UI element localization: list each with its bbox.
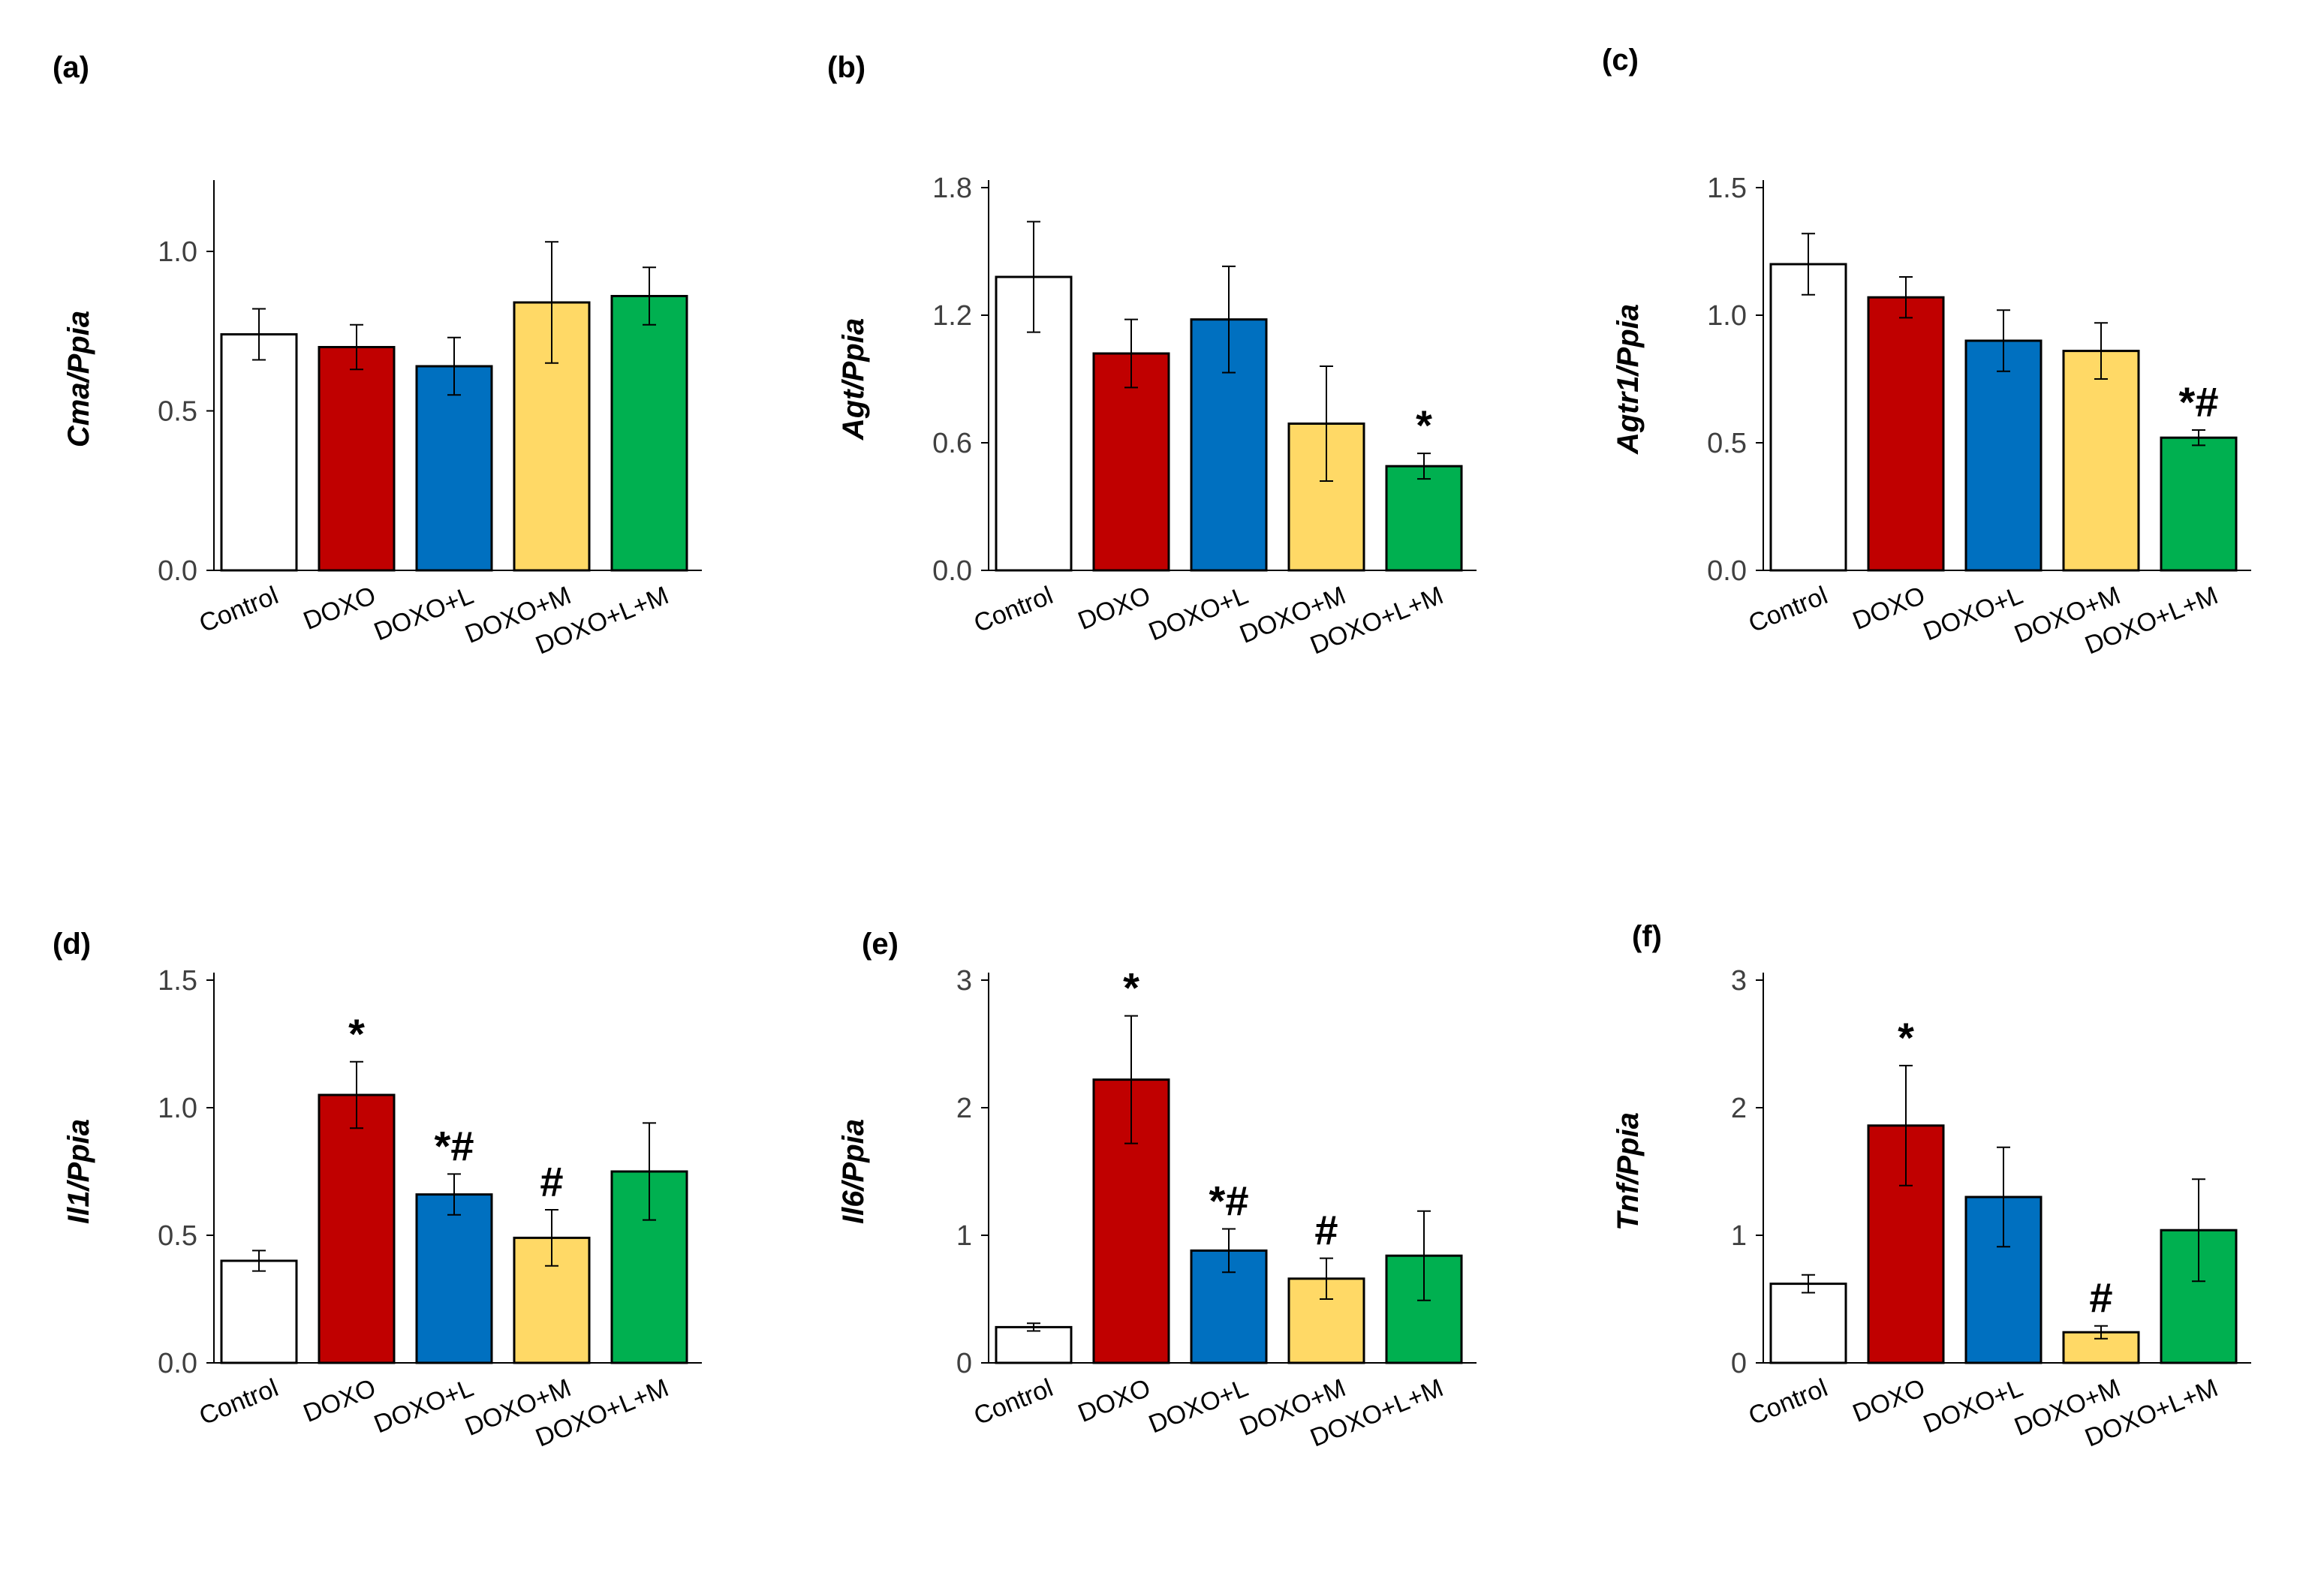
bar <box>1867 296 1945 572</box>
panel-label: (d) <box>53 928 92 961</box>
chart-panel-f: (f) Control * DOXO DOXO+L # DOXO+M DOXO+L+M 0 1 2… <box>1549 792 2324 1585</box>
y-axis-title: Cma/Ppia <box>62 311 95 447</box>
bar <box>1964 339 2043 572</box>
chart-panel-a: (a) Control DOXO DOXO+L DOXO+M DOXO+L+M 0.0 0.… <box>0 0 775 792</box>
category-label: DOXO <box>300 581 380 636</box>
y-tick-label: 1.2 <box>932 300 972 332</box>
y-tick-label: 0 <box>956 1348 972 1379</box>
bar <box>610 295 688 572</box>
category-label: Control <box>1745 581 1832 638</box>
bar <box>1092 352 1170 572</box>
bar-chart: Control DOXODOXO+LDOXO+MDOXO+L+M0.00.51.0… <box>62 180 702 660</box>
y-axis-title: Tnf/Ppia <box>1612 1112 1645 1231</box>
y-axis-title: Il1/Ppia <box>62 1119 95 1224</box>
chart-panel-b: (b) Control DOXO DOXO+L DOXO+M * DOXO+L+M 0.0 0… <box>775 0 1549 792</box>
bar-chart: Control*DOXODOXO+L#DOXO+MDOXO+L+M0123Tnf… <box>1612 965 2251 1452</box>
category-label: DOXO+L <box>370 1373 477 1439</box>
category-label: DOXO+L <box>1919 581 2027 646</box>
y-tick-label: 3 <box>1731 965 1747 997</box>
y-tick-label: 2 <box>1731 1093 1747 1124</box>
bar-chart: Control*DOXO*#DOXO+L#DOXO+MDOXO+L+M0123I… <box>837 964 1477 1452</box>
bar-chart: Control DOXODOXO+LDOXO+M*#DOXO+L+M0.00.51… <box>1612 173 2251 660</box>
category-label: DOXO+L <box>370 581 477 646</box>
y-tick-label: 1.5 <box>1707 173 1747 204</box>
category-label: Control <box>195 581 282 638</box>
bar <box>1385 465 1463 572</box>
y-tick-label: 0.0 <box>158 555 197 587</box>
bar <box>318 1093 396 1364</box>
y-tick-label: 2 <box>956 1093 972 1124</box>
bar <box>220 1259 298 1364</box>
significance-label: *# <box>435 1122 474 1169</box>
y-tick-label: 1.8 <box>932 173 972 204</box>
y-tick-label: 1.0 <box>1707 300 1747 332</box>
bar-chart: Control*DOXO*#DOXO+L#DOXO+MDOXO+L+M0.00.… <box>62 965 702 1452</box>
y-tick-label: 3 <box>956 965 972 997</box>
y-tick-label: 0.0 <box>158 1348 197 1379</box>
chart-panel-e: (e) Control * DOXO *# DOXO+L # DOXO+M DOXO+L+M 0… <box>775 792 1549 1585</box>
panel-label: (c) <box>1602 44 1639 77</box>
y-tick-label: 1 <box>1731 1220 1747 1252</box>
bar <box>2160 436 2238 572</box>
panel-label: (a) <box>53 51 89 84</box>
y-tick-label: 0.5 <box>158 396 197 428</box>
bar <box>1769 1283 1847 1364</box>
significance-label: *# <box>2179 378 2219 426</box>
category-label: DOXO <box>1074 581 1154 636</box>
y-axis-title: Agtr1/Ppia <box>1612 304 1645 455</box>
panel-label: (e) <box>862 928 899 961</box>
y-tick-label: 1 <box>956 1220 972 1252</box>
chart-panel-c: (c) Control DOXO DOXO+L DOXO+M *# DOXO+L+M 0.0… <box>1549 0 2324 792</box>
category-label: DOXO <box>1849 581 1929 636</box>
category-label: DOXO <box>1074 1373 1154 1428</box>
bar <box>1769 263 1847 572</box>
category-label: DOXO <box>1849 1373 1929 1428</box>
category-label: DOXO+L <box>1145 1373 1252 1439</box>
panel-label: (f) <box>1632 920 1662 953</box>
bar <box>415 1193 493 1364</box>
significance-label: # <box>1314 1207 1338 1254</box>
significance-label: # <box>540 1158 563 1205</box>
bar <box>318 346 396 572</box>
category-label: Control <box>195 1373 282 1430</box>
y-axis-title: Agt/Ppia <box>837 318 870 441</box>
category-label: DOXO <box>300 1373 380 1428</box>
y-tick-label: 0.0 <box>932 555 972 587</box>
significance-label: * <box>1123 964 1139 1012</box>
category-label: DOXO+L <box>1145 581 1252 646</box>
category-label: DOXO+L <box>1919 1373 2027 1439</box>
panel-label: (b) <box>827 51 866 84</box>
y-tick-label: 1.5 <box>158 965 197 997</box>
y-tick-label: 0.0 <box>1707 555 1747 587</box>
y-tick-label: 0.6 <box>932 428 972 459</box>
bar-chart: Control DOXODOXO+LDOXO+M*DOXO+L+M0.00.61.… <box>837 173 1477 660</box>
y-tick-label: 1.0 <box>158 1093 197 1124</box>
y-tick-label: 0.5 <box>1707 428 1747 459</box>
y-tick-label: 0.5 <box>158 1220 197 1252</box>
significance-label: * <box>1416 402 1432 449</box>
significance-label: * <box>348 1010 365 1057</box>
y-tick-label: 0 <box>1731 1348 1747 1379</box>
category-label: Control <box>970 581 1057 638</box>
bar <box>995 1325 1073 1364</box>
category-label: Control <box>970 1373 1057 1430</box>
bar <box>415 365 493 572</box>
chart-panel-d: (d) Control * DOXO *# DOXO+L # DOXO+M DOXO+L+M 0… <box>0 792 775 1585</box>
y-axis-title: Il6/Ppia <box>837 1119 870 1224</box>
y-tick-label: 1.0 <box>158 236 197 268</box>
bar <box>2062 350 2140 572</box>
significance-label: # <box>2089 1274 2112 1322</box>
significance-label: *# <box>1209 1177 1249 1225</box>
significance-label: * <box>1898 1014 1914 1061</box>
category-label: Control <box>1745 1373 1832 1430</box>
bar <box>220 333 298 572</box>
